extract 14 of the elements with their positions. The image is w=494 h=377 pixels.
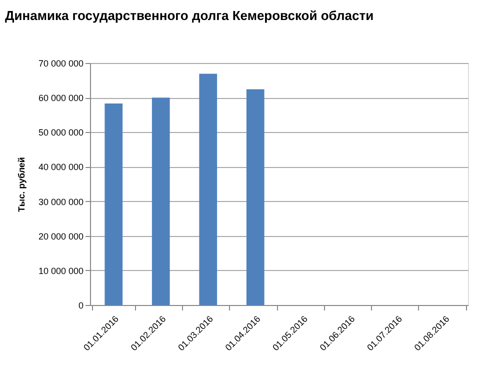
bar	[199, 74, 218, 305]
chart-title: Динамика государственного долга Кемеровской области	[5, 8, 374, 23]
y-axis-title: Тыс. рублей	[16, 157, 26, 212]
y-tick-label: 60 000 000	[38, 93, 84, 104]
y-tick-label: 20 000 000	[38, 231, 84, 242]
bar	[152, 98, 170, 305]
y-tick-label: 70 000 000	[38, 58, 84, 68]
y-tick-label: 10 000 000	[38, 266, 84, 276]
y-tick-label: 50 000 000	[38, 128, 84, 138]
y-tick-label: 0	[78, 300, 84, 310]
bar	[104, 103, 123, 305]
y-tick-label: 40 000 000	[38, 162, 84, 172]
bar	[246, 89, 264, 305]
y-tick-label: 30 000 000	[38, 196, 84, 207]
